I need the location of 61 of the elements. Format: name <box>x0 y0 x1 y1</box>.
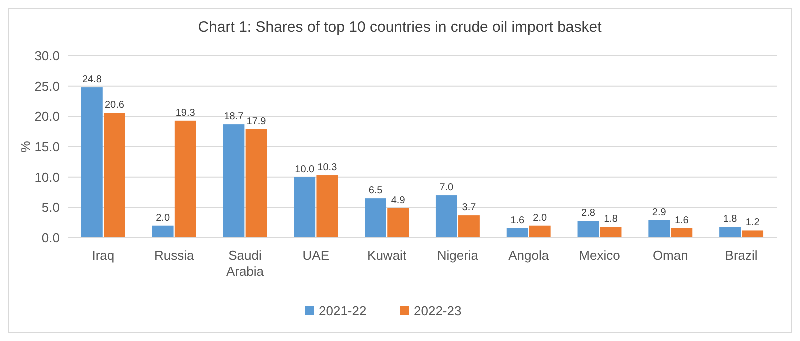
y-axis-title: % <box>18 140 33 153</box>
legend-label: 2022-23 <box>414 304 462 319</box>
data-label: 10.3 <box>318 162 338 174</box>
bar <box>246 129 268 238</box>
data-label: 1.2 <box>746 218 760 229</box>
y-tick-label: 0.0 <box>42 230 60 246</box>
data-label: 7.0 <box>440 182 454 194</box>
bar <box>436 196 458 238</box>
bar <box>720 227 741 238</box>
bar <box>506 228 528 238</box>
bar <box>81 88 103 238</box>
y-tick-label: 10.0 <box>34 170 60 185</box>
x-tick-label: Oman <box>652 248 688 263</box>
bar <box>174 120 196 238</box>
data-label: 19.3 <box>176 108 196 119</box>
data-label: 10.0 <box>295 164 316 176</box>
data-label: 1.8 <box>604 214 618 226</box>
data-label: 3.7 <box>462 202 477 214</box>
x-tick-label: Nigeria <box>437 248 480 263</box>
x-tick-label: Iraq <box>92 248 115 263</box>
bar <box>316 176 338 238</box>
data-label: 6.5 <box>368 186 384 197</box>
data-label: 4.9 <box>391 195 406 206</box>
data-label: 2.9 <box>652 207 667 218</box>
bar <box>294 177 316 238</box>
data-label: 17.9 <box>246 116 267 128</box>
x-tick-label: Saudi Arabia <box>226 248 265 279</box>
x-tick-label: Russia <box>154 248 195 263</box>
y-tick-label: 5.0 <box>42 200 60 216</box>
data-label: 20.6 <box>104 100 125 112</box>
data-label: 2.0 <box>533 212 548 224</box>
bar <box>152 226 174 238</box>
bar <box>365 198 386 238</box>
x-tick-label: Kuwait <box>368 248 407 263</box>
data-label: 1.8 <box>723 214 738 226</box>
bar <box>223 124 245 238</box>
x-tick-label: UAE <box>302 248 330 263</box>
data-label: 2.8 <box>582 208 596 220</box>
data-label: 24.8 <box>82 74 102 86</box>
data-label: 18.7 <box>224 112 244 123</box>
bar <box>529 226 551 238</box>
bar <box>578 221 600 238</box>
bar <box>742 230 764 238</box>
chart-title: Chart 1: Shares of top 10 countries in crude oil import basket <box>198 19 603 36</box>
x-tick-label: Angola <box>508 248 550 263</box>
data-label: 1.6 <box>674 215 690 226</box>
x-tick-label: Brazil <box>725 248 758 263</box>
bar <box>388 208 410 238</box>
y-tick-label: 25.0 <box>34 78 60 94</box>
y-tick-label: 15.0 <box>34 140 60 155</box>
bar <box>671 228 693 238</box>
y-tick-label: 20.0 <box>34 109 60 124</box>
data-label: 2.0 <box>156 212 170 224</box>
bar <box>458 216 480 238</box>
bar <box>104 113 126 238</box>
bar <box>648 220 670 238</box>
x-tick-label: Mexico <box>579 248 620 263</box>
data-label: 1.6 <box>510 215 525 226</box>
bar <box>600 227 622 238</box>
y-tick-label: 30.0 <box>34 48 60 64</box>
legend-label: 2021-22 <box>319 304 367 319</box>
